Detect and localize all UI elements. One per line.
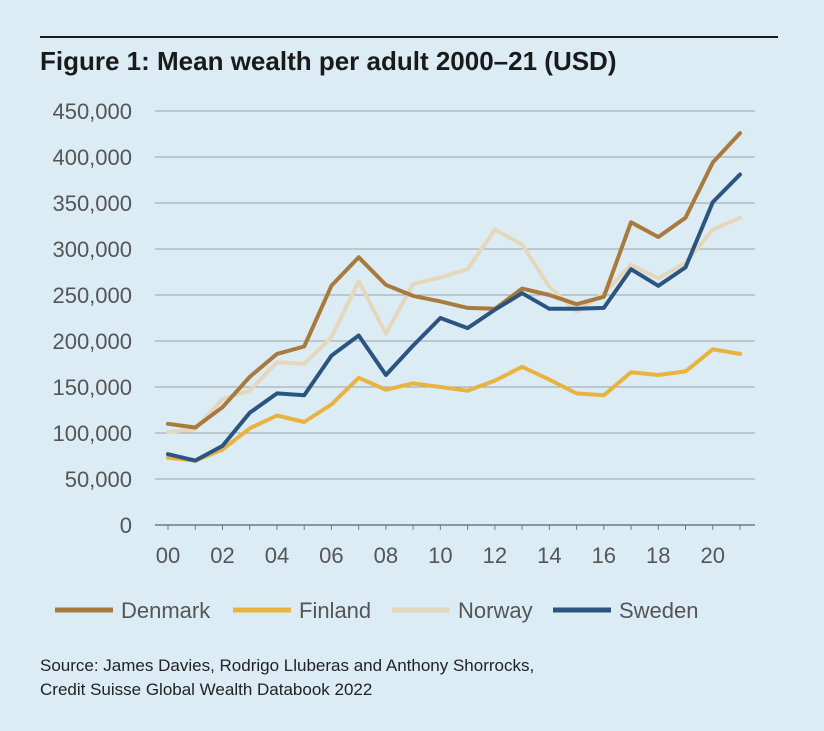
title-top-rule	[40, 36, 778, 38]
legend-label: Denmark	[121, 598, 211, 623]
y-tick-label: 250,000	[52, 283, 132, 308]
source-note: Source: James Davies, Rodrigo Lluberas a…	[40, 654, 534, 702]
y-tick-label: 350,000	[52, 191, 132, 216]
series-line-denmark	[166, 131, 742, 430]
y-tick-label: 150,000	[52, 375, 132, 400]
x-tick-label: 14	[537, 543, 561, 568]
gridlines	[155, 110, 755, 480]
x-tick-label: 16	[592, 543, 616, 568]
x-tick-label: 08	[374, 543, 398, 568]
x-tick-label: 10	[428, 543, 452, 568]
y-tick-label: 200,000	[52, 329, 132, 354]
legend-item-finland: Finland	[233, 598, 371, 623]
legend-item-norway: Norway	[392, 598, 533, 623]
source-line-1: Source: James Davies, Rodrigo Lluberas a…	[40, 656, 535, 675]
series-lines	[166, 131, 742, 463]
series-line-norway	[166, 215, 742, 435]
x-tick-label: 00	[156, 543, 180, 568]
x-tick-labels: 00 02 04 06 08 10 12 14 16 18 20	[156, 543, 725, 568]
source-line-2: Credit Suisse Global Wealth Databook 202…	[40, 680, 373, 699]
y-tick-labels: 0 50,000 100,000 150,000 200,000 250,000 300,0…	[52, 99, 132, 538]
y-tick-label: 300,000	[52, 237, 132, 262]
y-tick-label: 100,000	[52, 421, 132, 446]
chart-title: Figure 1: Mean wealth per adult 2000–21 …	[40, 46, 617, 76]
axes	[155, 524, 755, 530]
y-tick-label: 0	[120, 513, 132, 538]
x-tick-label: 06	[319, 543, 343, 568]
series-line-sweden	[166, 172, 742, 463]
x-tick-label: 04	[265, 543, 289, 568]
legend-label: Norway	[458, 598, 533, 623]
legend-item-denmark: Denmark	[55, 598, 211, 623]
legend: Denmark Finland Norway Sweden	[55, 598, 699, 623]
x-tick-label: 20	[701, 543, 725, 568]
y-tick-label: 50,000	[65, 467, 132, 492]
x-tick-label: 12	[483, 543, 507, 568]
series-line-finland	[166, 347, 742, 463]
legend-label: Sweden	[619, 598, 699, 623]
x-tick-label: 18	[646, 543, 670, 568]
line-chart: 0 50,000 100,000 150,000 200,000 250,000 300,0…	[52, 99, 755, 623]
legend-item-sweden: Sweden	[553, 598, 699, 623]
x-tick-label: 02	[210, 543, 234, 568]
legend-label: Finland	[299, 598, 371, 623]
y-tick-label: 400,000	[52, 145, 132, 170]
y-tick-label: 450,000	[52, 99, 132, 124]
